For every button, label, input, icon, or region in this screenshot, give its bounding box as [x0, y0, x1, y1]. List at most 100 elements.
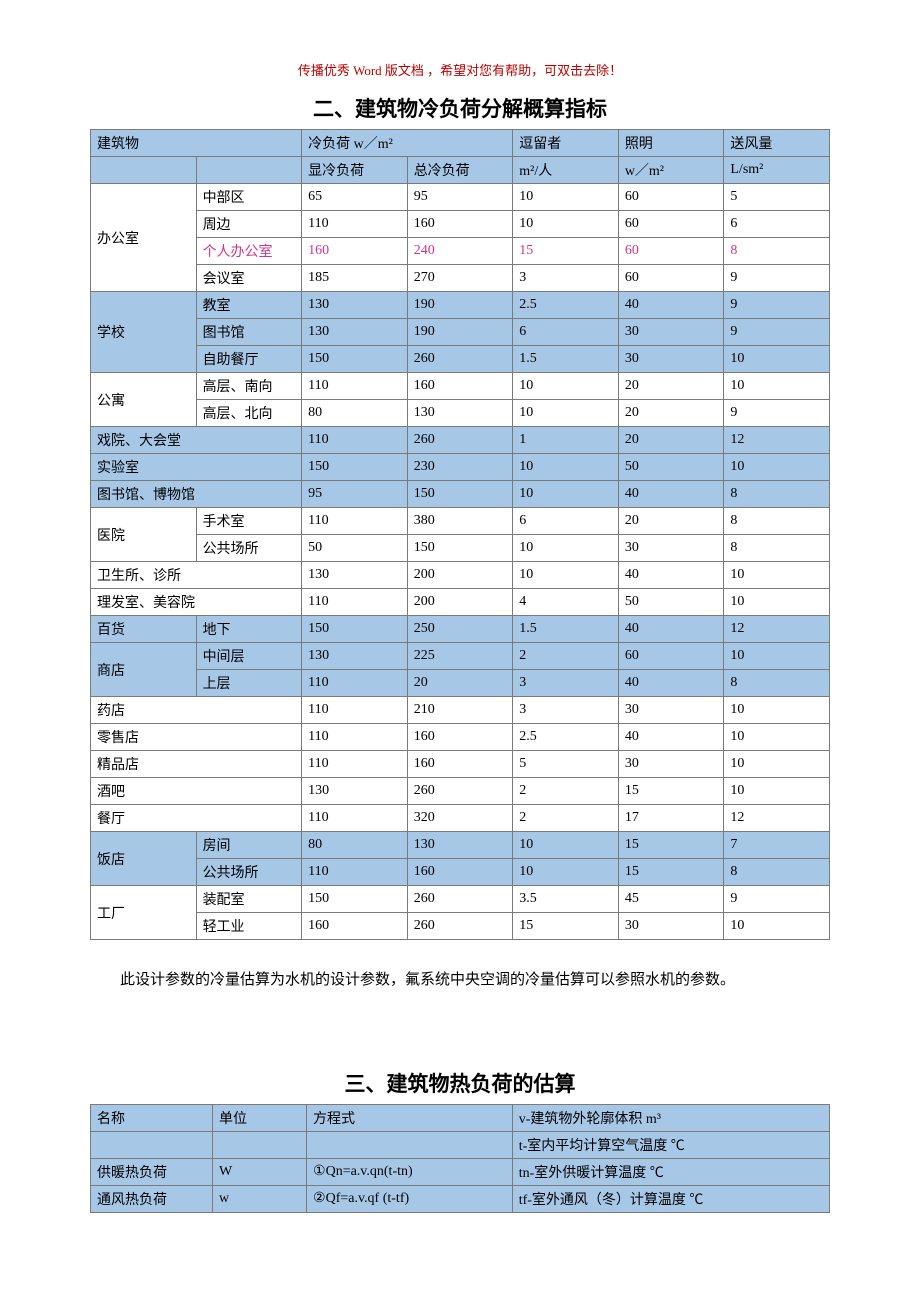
- value-cell: 110: [302, 373, 408, 400]
- value-cell: 10: [513, 400, 619, 427]
- value-cell: 12: [724, 805, 830, 832]
- formula-cell: ②Qf=a.v.qf (t-tf): [307, 1185, 513, 1212]
- value-cell: 30: [618, 697, 724, 724]
- value-cell: 20: [618, 373, 724, 400]
- value-cell: 10: [513, 184, 619, 211]
- value-cell: 110: [302, 589, 408, 616]
- value-cell: 40: [618, 292, 724, 319]
- top-note: 传播优秀 Word 版文档 ，希望对您有帮助，可双击去除！: [90, 60, 830, 79]
- table-row: 精品店11016053010: [91, 751, 830, 778]
- subcategory-cell: 上层: [196, 670, 302, 697]
- category-cell: 实验室: [91, 454, 302, 481]
- th-airflow-unit: L/sm²: [724, 157, 830, 184]
- value-cell: 110: [302, 670, 408, 697]
- value-cell: 240: [407, 238, 513, 265]
- value-cell: 10: [724, 589, 830, 616]
- value-cell: 320: [407, 805, 513, 832]
- value-cell: 80: [302, 832, 408, 859]
- value-cell: 10: [724, 697, 830, 724]
- value-cell: 40: [618, 724, 724, 751]
- table-row: 周边11016010606: [91, 211, 830, 238]
- section2-title: 二、建筑物冷负荷分解概算指标: [90, 93, 830, 123]
- value-cell: 30: [618, 535, 724, 562]
- th-cooling: 冷负荷 w／m²: [302, 130, 513, 157]
- value-cell: 250: [407, 616, 513, 643]
- category-cell: 零售店: [91, 724, 302, 751]
- category-cell: 办公室: [91, 184, 197, 292]
- th-lighting-unit: w／m²: [618, 157, 724, 184]
- table-row: 零售店1101602.54010: [91, 724, 830, 751]
- value-cell: 40: [618, 616, 724, 643]
- value-cell: 10: [513, 481, 619, 508]
- table-row: 供暖热负荷W①Qn=a.v.qn(t-tn)tn-室外供暖计算温度 ℃: [91, 1158, 830, 1185]
- table-row: 公共场所5015010308: [91, 535, 830, 562]
- value-cell: 9: [724, 292, 830, 319]
- value-cell: 150: [407, 481, 513, 508]
- value-cell: 20: [618, 508, 724, 535]
- value-cell: 50: [618, 454, 724, 481]
- value-cell: 110: [302, 211, 408, 238]
- value-cell: 8: [724, 481, 830, 508]
- value-cell: 10: [724, 643, 830, 670]
- table-row: 实验室150230105010: [91, 454, 830, 481]
- value-cell: 15: [618, 859, 724, 886]
- value-cell: 9: [724, 319, 830, 346]
- value-cell: 225: [407, 643, 513, 670]
- value-cell: 2.5: [513, 724, 619, 751]
- value-cell: 20: [618, 400, 724, 427]
- value-cell: 30: [618, 319, 724, 346]
- value-cell: 110: [302, 751, 408, 778]
- value-cell: 10: [724, 913, 830, 940]
- value-cell: 30: [618, 346, 724, 373]
- value-cell: 6: [724, 211, 830, 238]
- table-row: 高层、北向8013010209: [91, 400, 830, 427]
- value-cell: 130: [302, 292, 408, 319]
- value-cell: 185: [302, 265, 408, 292]
- value-cell: 40: [618, 562, 724, 589]
- category-cell: 酒吧: [91, 778, 302, 805]
- value-cell: 10: [724, 562, 830, 589]
- value-cell: 12: [724, 427, 830, 454]
- table-row: 卫生所、诊所130200104010: [91, 562, 830, 589]
- subcategory-cell: 个人办公室: [196, 238, 302, 265]
- unit-cell: w: [212, 1185, 306, 1212]
- value-cell: 60: [618, 265, 724, 292]
- table-row: 公共场所11016010158: [91, 859, 830, 886]
- table-row: 理发室、美容院11020045010: [91, 589, 830, 616]
- category-cell: 公寓: [91, 373, 197, 427]
- value-cell: 130: [302, 778, 408, 805]
- value-cell: 380: [407, 508, 513, 535]
- table-row: 个人办公室16024015608: [91, 238, 830, 265]
- th-formula: 方程式: [307, 1104, 513, 1131]
- subcategory-cell: 公共场所: [196, 859, 302, 886]
- value-cell: 260: [407, 346, 513, 373]
- value-cell: 2.5: [513, 292, 619, 319]
- value-cell: 20: [407, 670, 513, 697]
- value-cell: 10: [513, 535, 619, 562]
- value-cell: 60: [618, 211, 724, 238]
- category-cell: 饭店: [91, 832, 197, 886]
- value-cell: 8: [724, 535, 830, 562]
- value-cell: 95: [302, 481, 408, 508]
- subcategory-cell: 教室: [196, 292, 302, 319]
- table-row: 图书馆、博物馆9515010408: [91, 481, 830, 508]
- category-cell: 精品店: [91, 751, 302, 778]
- table-row: 饭店房间8013010157: [91, 832, 830, 859]
- value-cell: 50: [302, 535, 408, 562]
- name-cell: 通风热负荷: [91, 1185, 213, 1212]
- value-cell: 1.5: [513, 346, 619, 373]
- value-cell: 10: [513, 454, 619, 481]
- value-cell: 190: [407, 292, 513, 319]
- value-cell: 110: [302, 697, 408, 724]
- value-cell: 8: [724, 508, 830, 535]
- value-cell: 30: [618, 913, 724, 940]
- value-cell: 260: [407, 427, 513, 454]
- value-cell: 10: [724, 751, 830, 778]
- section3-title: 三、建筑物热负荷的估算: [90, 1068, 830, 1098]
- value-cell: 10: [513, 562, 619, 589]
- category-cell: 餐厅: [91, 805, 302, 832]
- category-cell: 工厂: [91, 886, 197, 940]
- value-cell: 160: [407, 211, 513, 238]
- value-cell: 15: [513, 238, 619, 265]
- value-cell: 3: [513, 697, 619, 724]
